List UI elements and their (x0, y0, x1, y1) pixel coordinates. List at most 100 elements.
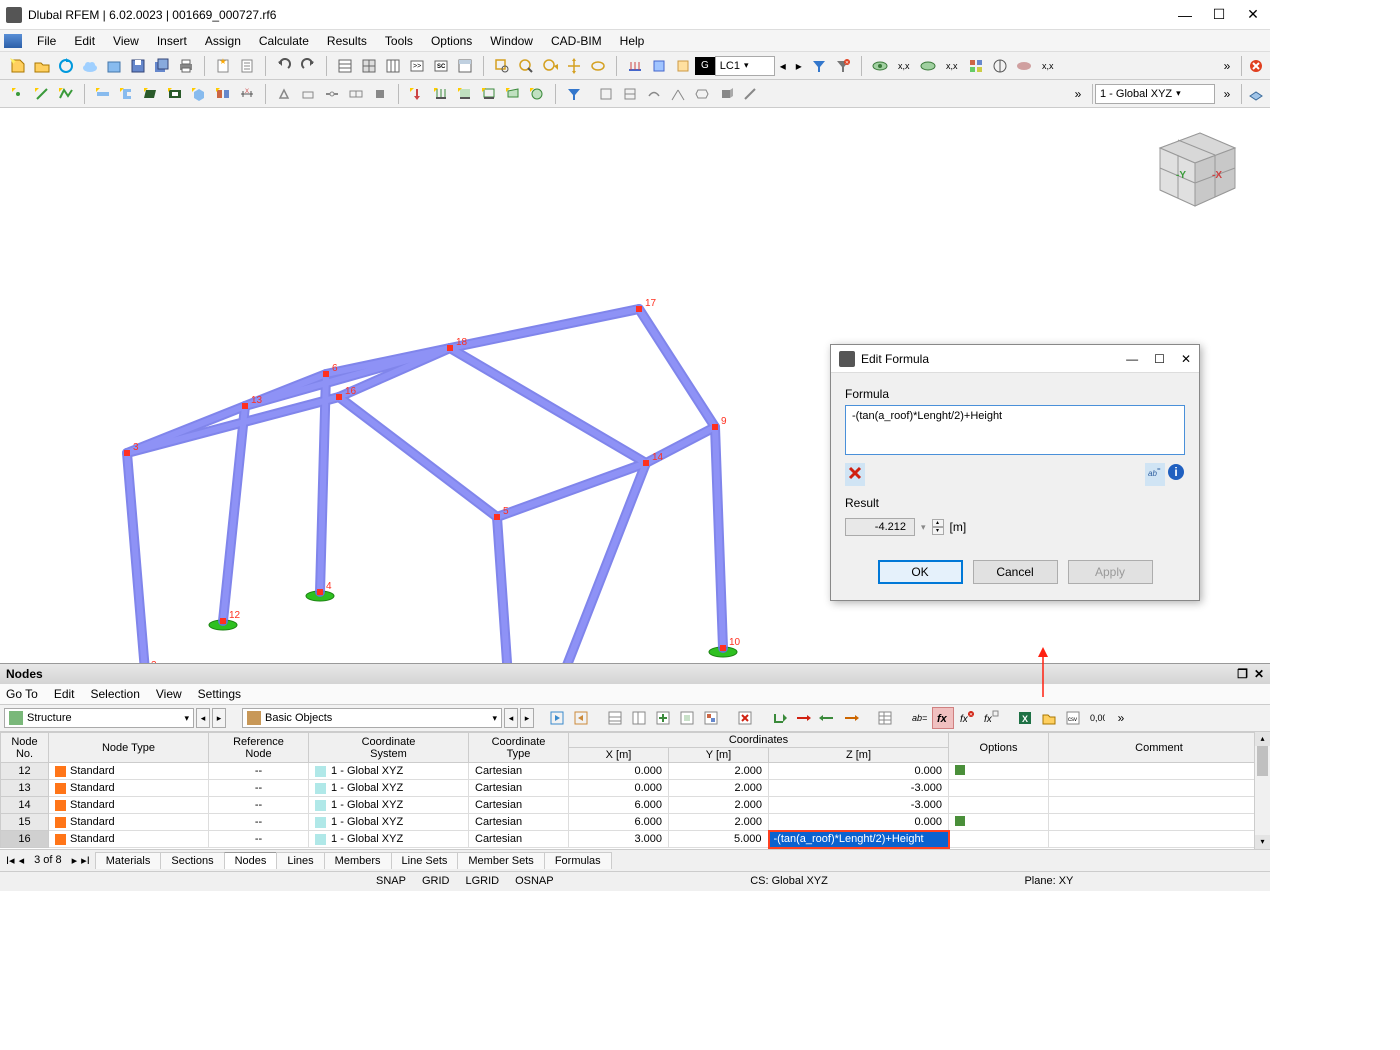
rigid-tool-icon[interactable] (369, 83, 391, 105)
load-tool2-icon[interactable] (430, 83, 452, 105)
delete-lc-icon[interactable]: ✕ (832, 55, 854, 77)
minimize-button[interactable]: — (1178, 8, 1192, 22)
tab-lines[interactable]: Lines (276, 852, 324, 869)
close-button[interactable]: ✕ (1246, 8, 1260, 22)
tab-member-sets[interactable]: Member Sets (457, 852, 544, 869)
apply-button[interactable]: Apply (1068, 560, 1153, 584)
nt-grid1-icon[interactable] (604, 707, 626, 729)
close-doc-icon[interactable] (1245, 55, 1267, 77)
new-model-icon[interactable]: ★ (212, 55, 234, 77)
nt-go1-icon[interactable] (768, 707, 790, 729)
formula-vars-icon[interactable]: ab= (1145, 463, 1165, 486)
col-coordinates[interactable]: Coordinates (569, 733, 949, 748)
maximize-button[interactable]: ☐ (1212, 8, 1226, 22)
formula-error-icon[interactable] (845, 463, 865, 486)
console-icon[interactable]: >> (406, 55, 428, 77)
col-node-no[interactable]: NodeNo. (1, 733, 49, 763)
properties-icon[interactable] (454, 55, 476, 77)
tab-nav-last[interactable]: ▸I (81, 854, 90, 867)
view-icon2[interactable] (619, 83, 641, 105)
table1-icon[interactable] (334, 55, 356, 77)
cloud-icon[interactable] (79, 55, 101, 77)
structure-selector[interactable]: Structure▾ (4, 708, 194, 728)
tab-formulas[interactable]: Formulas (544, 852, 612, 869)
release-tool-icon[interactable] (345, 83, 367, 105)
filter-lc-icon[interactable] (808, 55, 830, 77)
menu-edit[interactable]: Edit (65, 32, 104, 50)
load-tool4-icon[interactable] (478, 83, 500, 105)
set-tool-icon[interactable] (212, 83, 234, 105)
nt-icon1[interactable] (546, 707, 568, 729)
display-icon1[interactable] (869, 55, 891, 77)
display-icon3[interactable] (917, 55, 939, 77)
menu-help[interactable]: Help (611, 32, 654, 50)
overflow2-icon[interactable]: » (1067, 83, 1089, 105)
navigation-cube[interactable]: -Y -X (1140, 118, 1250, 218)
display-icon6[interactable] (989, 55, 1011, 77)
dialog-close-icon[interactable]: ✕ (1181, 352, 1191, 366)
nt-add-icon[interactable] (652, 707, 674, 729)
section-tool-icon[interactable] (116, 83, 138, 105)
table-row[interactable]: 15 Standard -- 1 - Global XYZ Cartesian … (1, 814, 1270, 831)
nt-go3-icon[interactable] (816, 707, 838, 729)
load-tool6-icon[interactable] (526, 83, 548, 105)
close-panel-icon[interactable]: ✕ (1254, 667, 1264, 681)
category-next[interactable]: ▸ (520, 708, 534, 728)
loadcase-pill[interactable]: G (695, 57, 715, 75)
table-row[interactable]: 14 Standard -- 1 - Global XYZ Cartesian … (1, 797, 1270, 814)
load-icon2[interactable] (648, 55, 670, 77)
tab-sections[interactable]: Sections (160, 852, 224, 869)
dialog-maximize-icon[interactable]: ☐ (1154, 352, 1165, 366)
dialog-minimize-icon[interactable]: — (1126, 352, 1138, 366)
table3-icon[interactable] (382, 55, 404, 77)
load-tool3-icon[interactable] (454, 83, 476, 105)
result-spinner[interactable]: ▴▾ (932, 519, 944, 535)
nodes-menu-view[interactable]: View (156, 687, 182, 701)
support-tool2-icon[interactable] (297, 83, 319, 105)
menu-results[interactable]: Results (318, 32, 376, 50)
next-lc-icon[interactable]: ▸ (792, 55, 806, 77)
col-coord-sys[interactable]: CoordinateSystem (309, 733, 469, 763)
dialog-titlebar[interactable]: Edit Formula — ☐ ✕ (831, 345, 1199, 373)
dimension-tool-icon[interactable]: X (236, 83, 258, 105)
tab-members[interactable]: Members (324, 852, 392, 869)
menu-window[interactable]: Window (481, 32, 542, 50)
tab-nav-prev[interactable]: ◂ (19, 854, 25, 867)
support-tool1-icon[interactable] (273, 83, 295, 105)
structure-prev[interactable]: ◂ (196, 708, 210, 728)
menu-cad-bim[interactable]: CAD-BIM (542, 32, 611, 50)
tab-nodes[interactable]: Nodes (224, 852, 278, 869)
nt-icon2[interactable] (570, 707, 592, 729)
status-lgrid[interactable]: LGRID (457, 875, 507, 887)
col-ref-node[interactable]: ReferenceNode (209, 733, 309, 763)
view-icon6[interactable] (715, 83, 737, 105)
col-x[interactable]: X [m] (569, 748, 669, 763)
formula-cell[interactable]: -(tan(a_roof)*Lenght/2)+Height (769, 831, 949, 848)
menu-calculate[interactable]: Calculate (250, 32, 318, 50)
workplane-icon[interactable] (1245, 83, 1267, 105)
nt-fx-del-icon[interactable]: fx✕ (956, 707, 978, 729)
ok-button[interactable]: OK (878, 560, 963, 584)
nt-fx-icon[interactable]: fx (932, 707, 954, 729)
load-icon1[interactable] (624, 55, 646, 77)
script-icon[interactable]: SC (430, 55, 452, 77)
col-options[interactable]: Options (949, 733, 1049, 763)
view-icon3[interactable] (643, 83, 665, 105)
save-icon[interactable] (127, 55, 149, 77)
app-logo[interactable] (4, 34, 22, 48)
nt-go4-icon[interactable] (840, 707, 862, 729)
view-icon1[interactable] (595, 83, 617, 105)
menu-insert[interactable]: Insert (148, 32, 196, 50)
member-tool-icon[interactable] (92, 83, 114, 105)
table2-icon[interactable] (358, 55, 380, 77)
refresh-icon[interactable] (55, 55, 77, 77)
tab-nav-next[interactable]: ▸ (72, 854, 78, 867)
display-icon7[interactable] (1013, 55, 1035, 77)
prev-lc-icon[interactable]: ◂ (776, 55, 790, 77)
status-osnap[interactable]: OSNAP (507, 875, 562, 887)
nt-overflow-icon[interactable]: » (1110, 707, 1132, 729)
loadcase-selector[interactable]: LC1▾ (715, 56, 775, 76)
nodes-menu-edit[interactable]: Edit (54, 687, 75, 701)
view-icon5[interactable] (691, 83, 713, 105)
pan-icon[interactable] (563, 55, 585, 77)
